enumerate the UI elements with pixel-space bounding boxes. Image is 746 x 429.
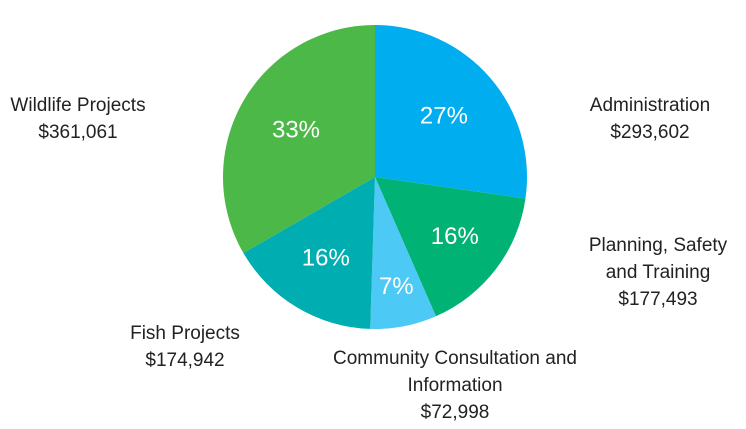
slice-label: Community Consultation and Information $7… xyxy=(320,345,590,426)
slice-label: Fish Projects $174,942 xyxy=(85,320,285,374)
amount-label: $72,998 xyxy=(420,402,490,423)
slice-label: Planning, Safety and Training $177,493 xyxy=(583,232,733,313)
amount-label: $293,602 xyxy=(610,122,690,143)
amount-label: $361,061 xyxy=(38,122,118,143)
percent-label: 7% xyxy=(379,273,414,300)
category-name: Community Consultation and Information xyxy=(333,348,577,396)
pie-slice xyxy=(375,177,526,317)
pie-slice xyxy=(222,25,375,253)
pie-slice xyxy=(370,177,436,329)
amount-label: $174,942 xyxy=(145,350,225,371)
amount-label: $177,493 xyxy=(618,289,698,310)
slice-label: Wildlife Projects $361,061 xyxy=(0,92,178,146)
pie-slice xyxy=(243,177,375,329)
category-name: Administration xyxy=(589,95,711,116)
category-name: Planning, Safety and Training xyxy=(588,235,728,283)
percent-label: 27% xyxy=(420,103,468,130)
slice-label: Administration $293,602 xyxy=(550,92,746,146)
category-name: Wildlife Projects xyxy=(10,95,146,116)
percent-label: 33% xyxy=(272,117,320,144)
category-name: Fish Projects xyxy=(130,323,240,344)
percent-label: 16% xyxy=(431,223,479,250)
percent-label: 16% xyxy=(302,245,350,272)
pie-slice xyxy=(375,25,527,199)
